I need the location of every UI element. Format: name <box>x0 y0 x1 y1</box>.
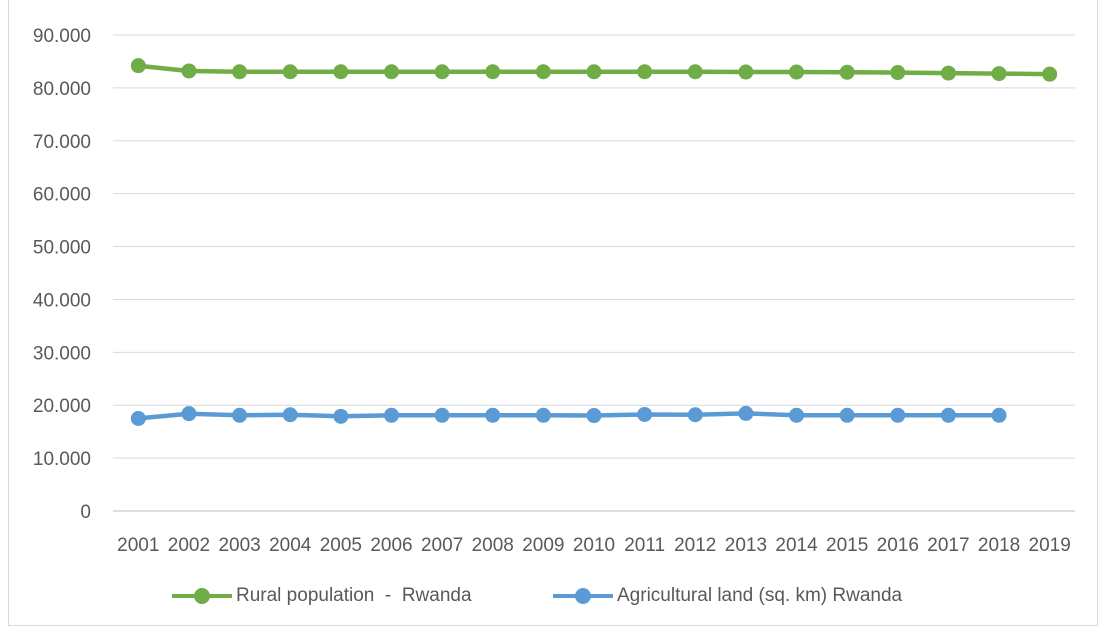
data-point <box>485 407 501 423</box>
data-point <box>586 64 602 80</box>
data-point <box>1042 66 1058 82</box>
data-point <box>232 407 248 423</box>
data-point <box>789 407 805 423</box>
x-tick-label: 2004 <box>269 535 312 556</box>
x-tick-label: 2016 <box>877 535 919 556</box>
x-tick-label: 2012 <box>674 535 716 556</box>
data-point <box>940 65 956 81</box>
data-point <box>434 64 450 80</box>
x-tick-label: 2018 <box>978 535 1020 556</box>
data-point <box>839 407 855 423</box>
x-tick-label: 2002 <box>168 535 210 556</box>
data-point <box>637 64 653 80</box>
x-tick-label: 2001 <box>117 535 159 556</box>
data-point <box>535 64 551 80</box>
data-point <box>991 66 1007 82</box>
x-tick-label: 2014 <box>775 535 818 556</box>
x-tick-label: 2006 <box>370 535 412 556</box>
data-point <box>890 407 906 423</box>
data-point <box>130 410 146 426</box>
data-point <box>130 58 146 74</box>
data-point <box>687 407 703 423</box>
y-tick-label: 40.000 <box>33 290 91 311</box>
x-tick-label: 2017 <box>927 535 969 556</box>
y-tick-label: 0 <box>80 502 91 523</box>
legend-item-agricultural-land: Agricultural land (sq. km) Rwanda <box>553 582 902 610</box>
data-point <box>738 64 754 80</box>
x-tick-label: 2003 <box>218 535 260 556</box>
data-point <box>181 63 197 79</box>
x-tick-label: 2011 <box>624 535 665 556</box>
data-point <box>485 64 501 80</box>
data-point <box>181 406 197 422</box>
data-point <box>383 407 399 423</box>
x-tick-label: 2005 <box>320 535 362 556</box>
y-tick-label: 60.000 <box>33 185 91 206</box>
data-point <box>383 64 399 80</box>
legend-swatch-agricultural-land <box>553 582 613 610</box>
y-tick-label: 50.000 <box>33 238 91 259</box>
data-point <box>535 407 551 423</box>
data-point <box>282 407 298 423</box>
data-point <box>637 406 653 422</box>
y-tick-label: 90.000 <box>33 26 91 47</box>
data-point <box>282 64 298 80</box>
y-tick-label: 80.000 <box>33 79 91 100</box>
data-point <box>687 64 703 80</box>
legend-swatch-rural-population <box>172 582 232 610</box>
data-point <box>232 64 248 80</box>
data-point <box>738 405 754 421</box>
x-tick-label: 2009 <box>522 535 564 556</box>
data-point <box>434 407 450 423</box>
chart-frame <box>8 0 1098 626</box>
y-tick-label: 30.000 <box>33 343 91 364</box>
data-point <box>333 408 349 424</box>
data-point <box>940 407 956 423</box>
data-point <box>839 64 855 80</box>
x-tick-label: 2015 <box>826 535 868 556</box>
legend-label-agricultural-land: Agricultural land (sq. km) Rwanda <box>617 585 903 606</box>
legend: Rural population - Rwanda Agricultural l… <box>0 582 1099 610</box>
legend-item-rural-population: Rural population - Rwanda <box>172 582 472 610</box>
x-tick-label: 2013 <box>725 535 767 556</box>
legend-label-rural-population: Rural population - Rwanda <box>236 585 472 606</box>
x-tick-label: 2019 <box>1029 535 1071 556</box>
x-tick-label: 2008 <box>472 535 514 556</box>
y-tick-label: 20.000 <box>33 396 91 417</box>
series-line <box>136 411 1002 421</box>
data-point <box>890 65 906 81</box>
data-point <box>333 64 349 80</box>
y-tick-label: 70.000 <box>33 132 91 153</box>
data-point <box>789 64 805 80</box>
x-tick-label: 2010 <box>573 535 615 556</box>
x-tick-label: 2007 <box>421 535 463 556</box>
y-tick-label: 10.000 <box>33 449 91 470</box>
data-point <box>991 407 1007 423</box>
data-point <box>586 408 602 424</box>
